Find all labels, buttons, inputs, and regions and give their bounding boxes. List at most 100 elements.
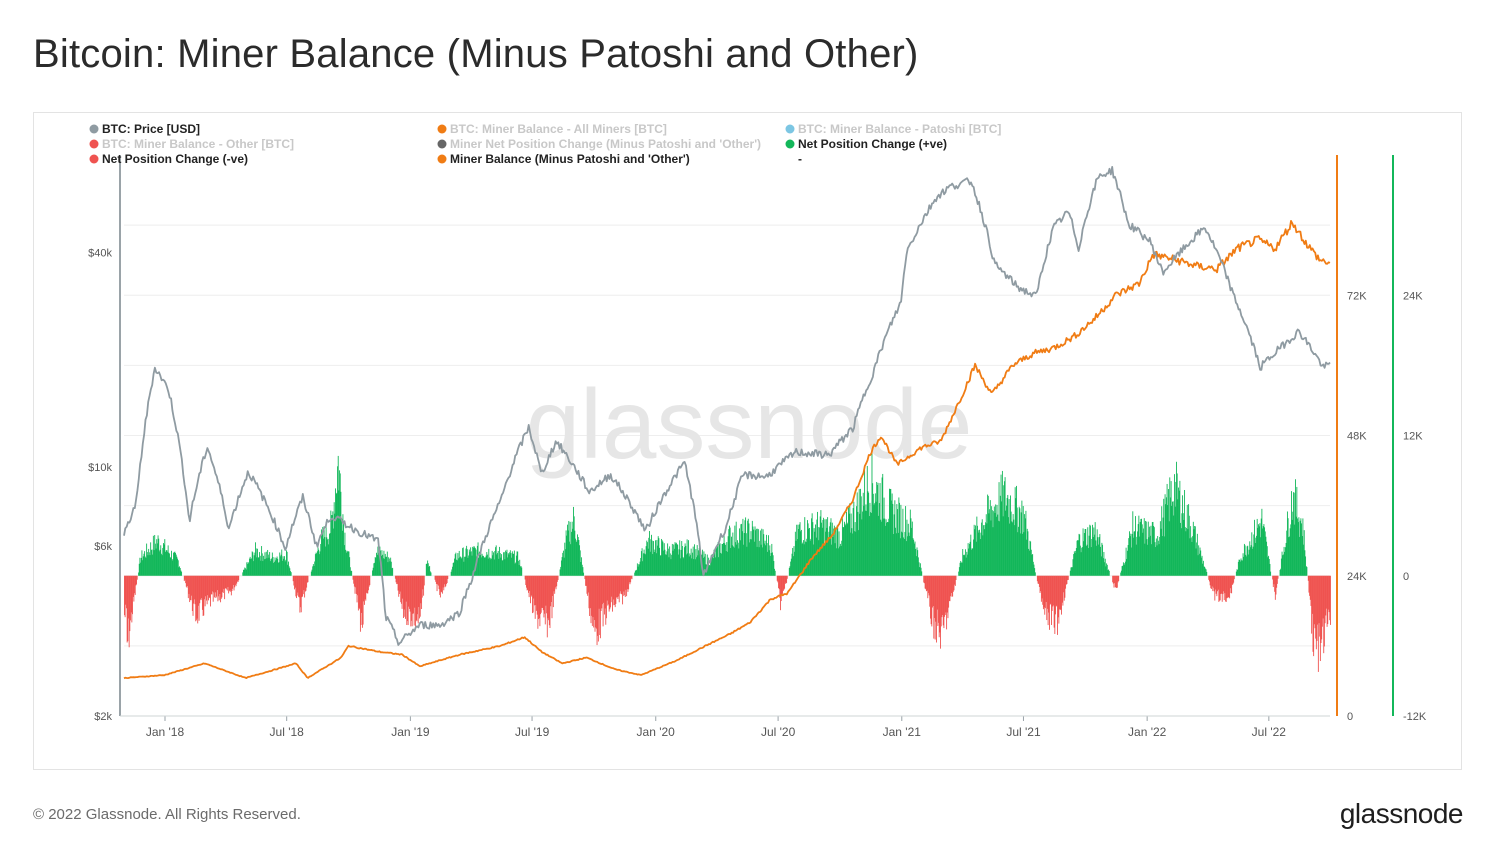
legend-item[interactable]: Miner Balance (Minus Patoshi and 'Other'… [437,152,690,166]
net-bar-positive [835,527,837,576]
net-bar-positive [571,531,572,576]
legend-item[interactable]: Miner Net Position Change (Minus Patoshi… [437,137,762,151]
legend-item[interactable]: Net Position Change (-ve) [89,152,249,166]
net-bar-negative [1309,575,1311,596]
net-bar-negative [541,575,543,608]
net-bar-negative [1219,575,1221,601]
net-bar-negative [1221,575,1223,602]
net-bar-positive [663,543,665,576]
legend-item[interactable]: BTC: Price [USD] [89,122,201,136]
net-bar-negative [304,575,306,598]
net-bar-positive [1290,524,1292,576]
net-bar-positive [979,539,981,576]
net-bar-positive [663,550,665,576]
net-bar-negative [185,575,187,584]
net-bar-positive [963,555,965,576]
net-bar-positive [288,566,290,576]
net-bar-positive [480,557,482,576]
net-bar-negative [1324,575,1326,624]
legend-item[interactable]: BTC: Miner Balance - Other [BTC] [89,137,295,151]
net-bar-positive [1147,521,1149,576]
net-bar-positive [1194,525,1196,576]
net-bar-positive [718,544,720,576]
net-bar-positive [289,568,291,576]
net-bar-positive [872,483,874,576]
net-bar-negative [531,575,533,597]
net-bar-positive [457,553,459,576]
net-bar-negative [1310,575,1312,606]
legend-item[interactable]: BTC: Miner Balance - Patoshi [BTC] [785,122,1002,136]
net-bar-positive [683,558,685,576]
net-bar-positive [882,473,884,576]
net-bar-negative [593,575,595,621]
net-bar-positive [919,567,921,576]
net-bar-positive [1092,537,1094,576]
net-bar-positive [816,519,818,576]
net-bar-positive [881,477,883,576]
net-bar-positive [518,565,520,576]
net-bar-negative [1044,575,1046,609]
net-bar-positive [290,571,291,576]
net-bar-negative [630,575,632,583]
net-bar-positive [1003,481,1005,576]
net-bar-positive [919,563,921,576]
net-bar-negative [926,575,928,591]
net-bar-positive [429,571,431,576]
net-bar-negative [368,575,369,591]
net-bar-positive [878,503,880,576]
net-bar-positive [903,538,905,576]
net-bar-negative [411,575,413,627]
net-bar-negative [220,575,222,603]
net-bar-negative [1058,575,1060,624]
net-bar-positive [694,544,695,576]
net-bar-positive [1203,566,1205,576]
net-bar-negative [786,575,788,584]
net-bar-positive [261,546,263,576]
net-bar-positive [808,528,810,576]
net-bar-positive [388,557,390,576]
net-bar-positive [325,521,327,576]
net-bar-positive [576,540,578,576]
net-bar-negative [1211,575,1212,589]
net-bar-positive [1027,531,1029,576]
net-bar-negative [416,575,418,622]
net-bar-negative [540,575,542,613]
net-bar-negative [136,575,138,580]
net-bar-positive [560,566,562,576]
net-bar-negative [446,575,448,584]
net-bar-positive [852,508,854,576]
net-bar-positive [724,543,726,576]
net-bar-negative [215,575,217,598]
net-bar-negative [1307,575,1309,581]
net-bar-positive [721,543,723,576]
net-bar-negative [1040,575,1042,592]
net-bar-positive [1073,554,1075,576]
net-bar-positive [427,560,429,576]
net-bar-positive [458,558,459,576]
legend-swatch [89,154,99,164]
legend-item[interactable]: Net Position Change (+ve) [785,137,948,151]
net-bar-positive [1010,511,1012,576]
brand-logo[interactable]: glassnode [1339,798,1464,829]
net-bar-positive [460,558,462,576]
net-bar-positive [1297,518,1298,576]
net-bar-negative [129,575,131,632]
net-bar-positive [1128,538,1130,576]
net-bar-positive [1151,522,1153,576]
net-bar-negative [555,575,557,590]
legend-item[interactable]: BTC: Miner Balance - All Miners [BTC] [437,122,667,136]
net-bar-positive [649,531,650,576]
legend[interactable]: BTC: Price [USD] BTC: Miner Balance - All… [89,122,1002,166]
net-bar-positive [1140,518,1142,576]
net-bar-positive [169,553,170,576]
net-bar-negative [1045,575,1047,603]
net-bar-positive [666,551,668,576]
net-bar-positive [322,526,324,576]
legend-item[interactable]: - [798,152,802,166]
net-bar-negative [950,575,952,597]
net-bar-negative [304,575,306,592]
net-bar-negative [624,575,626,596]
net-bar-positive [338,490,340,576]
net-bar-negative [549,575,551,629]
net-bar-negative [363,575,365,602]
